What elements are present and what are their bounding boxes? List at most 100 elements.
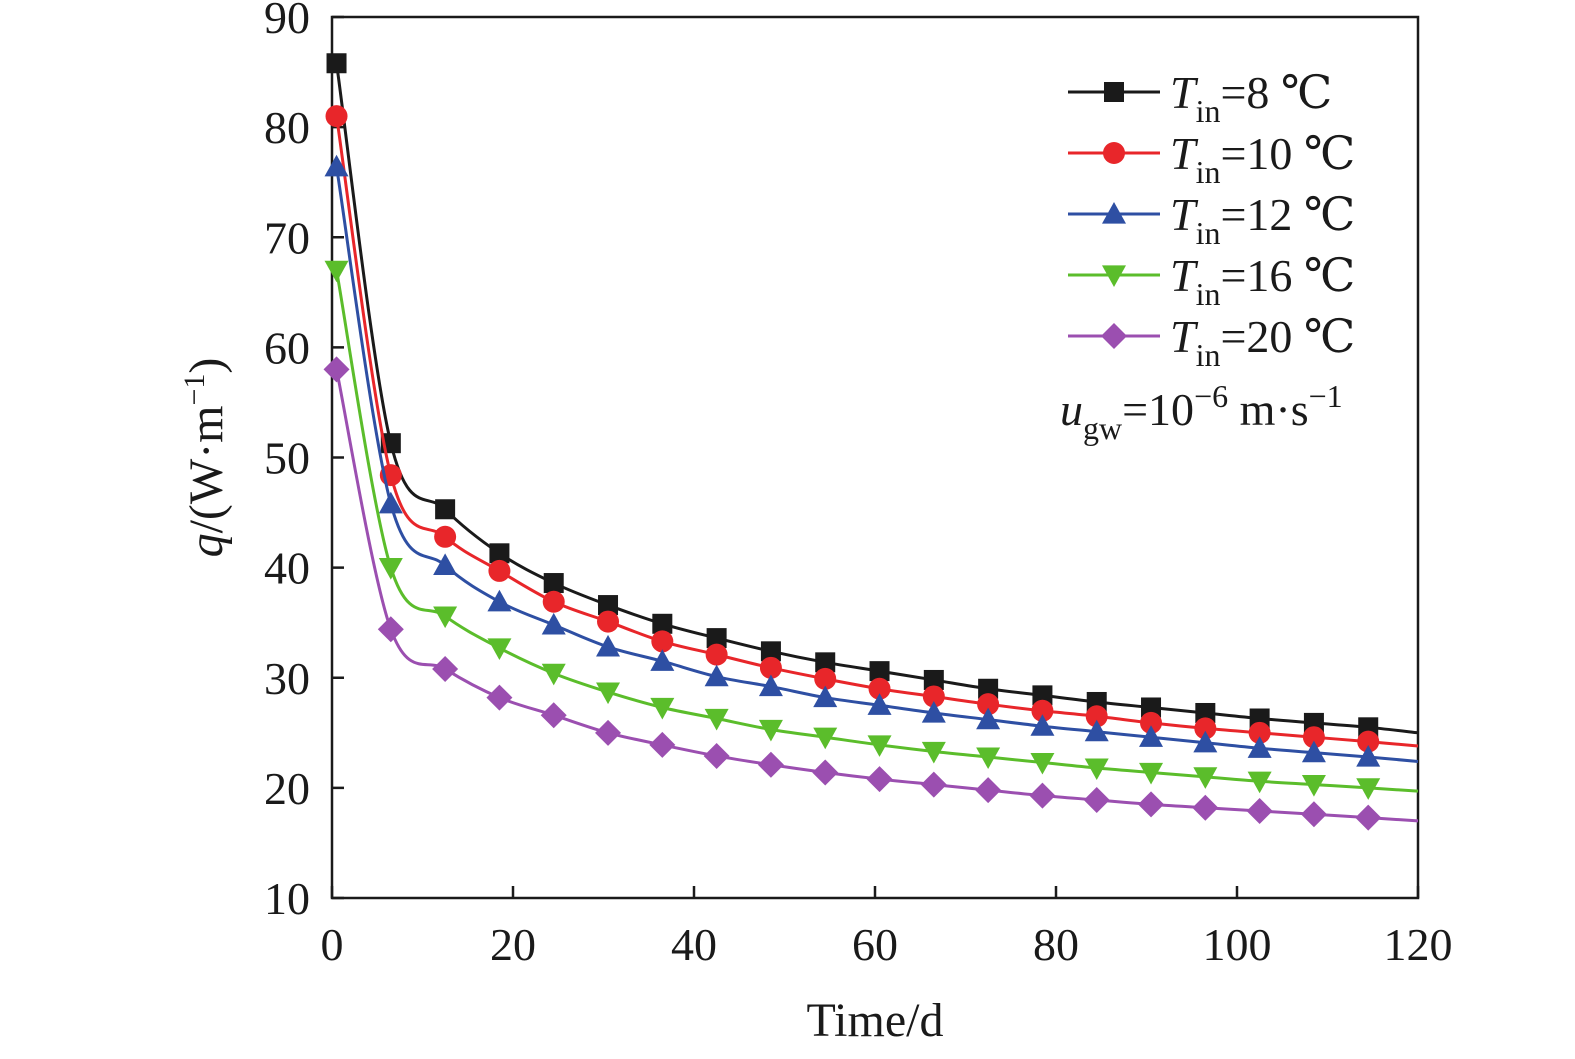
legend-rest: =10 ℃ xyxy=(1220,128,1355,179)
data-point xyxy=(542,590,565,613)
data-point xyxy=(596,634,621,657)
series-layer xyxy=(323,53,1419,831)
legend-var: T xyxy=(1170,67,1199,118)
data-point xyxy=(434,525,457,548)
legend-sub: in xyxy=(1196,215,1221,251)
y-axis-title: q/(W·m−1) xyxy=(178,358,233,558)
data-point xyxy=(759,656,782,679)
data-point xyxy=(704,664,729,687)
data-point xyxy=(377,616,404,643)
data-point xyxy=(976,747,1001,770)
data-point xyxy=(814,667,837,690)
annotation-var: u xyxy=(1060,384,1083,435)
data-point xyxy=(1302,726,1325,749)
data-point xyxy=(813,727,838,750)
legend-sub: in xyxy=(1196,93,1221,129)
y-tick-label: 90 xyxy=(264,0,310,43)
data-point xyxy=(435,499,456,520)
legend-item: Tin=12 ℃ xyxy=(1068,189,1355,251)
data-point xyxy=(1194,717,1217,740)
y-axis-title-close: ) xyxy=(180,358,233,374)
data-point xyxy=(976,707,1001,730)
data-point xyxy=(433,606,458,629)
data-point xyxy=(977,693,1000,716)
data-point xyxy=(1355,804,1382,831)
data-point xyxy=(1139,725,1164,747)
data-point xyxy=(1031,699,1054,722)
legend-rest: =20 ℃ xyxy=(1220,311,1355,362)
data-point xyxy=(1029,782,1056,809)
data-point xyxy=(1300,801,1327,828)
data-point xyxy=(866,766,893,793)
data-point xyxy=(1141,697,1162,718)
data-point xyxy=(758,674,783,697)
annotation-sup: −6 xyxy=(1194,378,1228,414)
data-point xyxy=(867,693,892,715)
data-point xyxy=(1248,721,1271,744)
y-axis: 10 20 30 40 50 60 70 80 90 xyxy=(264,0,344,924)
y-tick-label: 70 xyxy=(264,212,310,263)
legend-item: Tin=10 ℃ xyxy=(1068,128,1355,190)
legend-rest: =8 ℃ xyxy=(1220,67,1332,118)
x-tick-label: 60 xyxy=(852,919,898,970)
data-point xyxy=(1301,774,1326,797)
annotation: ugw=10−6 m·s−1 xyxy=(1060,378,1343,446)
data-point xyxy=(488,559,511,582)
data-point xyxy=(1247,771,1272,794)
y-tick-label: 80 xyxy=(264,102,310,153)
y-tick-label: 10 xyxy=(264,873,310,924)
data-point xyxy=(649,731,676,758)
data-point xyxy=(650,697,675,720)
series-1 xyxy=(325,105,1419,753)
data-point xyxy=(923,669,944,690)
data-point xyxy=(541,663,566,686)
y-axis-title-unit: /(W·m xyxy=(180,405,233,533)
data-point xyxy=(541,612,566,635)
data-point xyxy=(650,649,675,671)
legend-var: T xyxy=(1170,189,1199,240)
annotation-sup: −1 xyxy=(1309,378,1343,414)
data-point xyxy=(1030,714,1055,736)
legend-rest: =16 ℃ xyxy=(1220,250,1355,301)
annotation-mid: =10 xyxy=(1122,384,1194,435)
data-point xyxy=(1032,685,1053,706)
data-point xyxy=(1193,767,1218,789)
data-point xyxy=(487,638,512,661)
y-axis-title-sup: −1 xyxy=(178,374,211,406)
x-axis-title: Time/d xyxy=(807,994,944,1047)
data-point xyxy=(812,759,839,786)
legend-marker xyxy=(1102,202,1126,224)
data-point xyxy=(921,741,946,764)
data-point xyxy=(1084,758,1109,781)
data-point xyxy=(598,595,619,616)
data-point xyxy=(706,628,727,649)
data-point xyxy=(1085,705,1108,728)
annotation-sub: gw xyxy=(1083,410,1122,446)
legend-marker xyxy=(1102,265,1126,287)
annotation-unit: m·s xyxy=(1228,384,1309,435)
data-point xyxy=(703,742,730,769)
x-tick-label: 120 xyxy=(1384,919,1453,970)
legend-item: Tin=16 ℃ xyxy=(1068,250,1355,312)
x-tick-label: 100 xyxy=(1203,919,1272,970)
data-point xyxy=(433,553,458,576)
legend-marker xyxy=(1104,82,1124,102)
data-point xyxy=(1301,740,1326,763)
y-tick-label: 20 xyxy=(264,763,310,814)
data-point xyxy=(1139,762,1164,785)
data-point xyxy=(867,735,892,757)
data-point xyxy=(705,643,728,666)
data-point xyxy=(869,661,890,682)
data-point xyxy=(486,684,513,711)
data-point xyxy=(325,105,348,128)
legend-sub: in xyxy=(1196,154,1221,190)
x-tick-label: 20 xyxy=(490,919,536,970)
data-point xyxy=(1193,730,1218,753)
legend-label: Tin=8 ℃ xyxy=(1170,67,1332,129)
data-point xyxy=(378,491,403,514)
data-point xyxy=(1140,711,1163,734)
data-point xyxy=(543,573,564,594)
data-point xyxy=(978,678,999,699)
legend-label: Tin=12 ℃ xyxy=(1170,189,1355,251)
